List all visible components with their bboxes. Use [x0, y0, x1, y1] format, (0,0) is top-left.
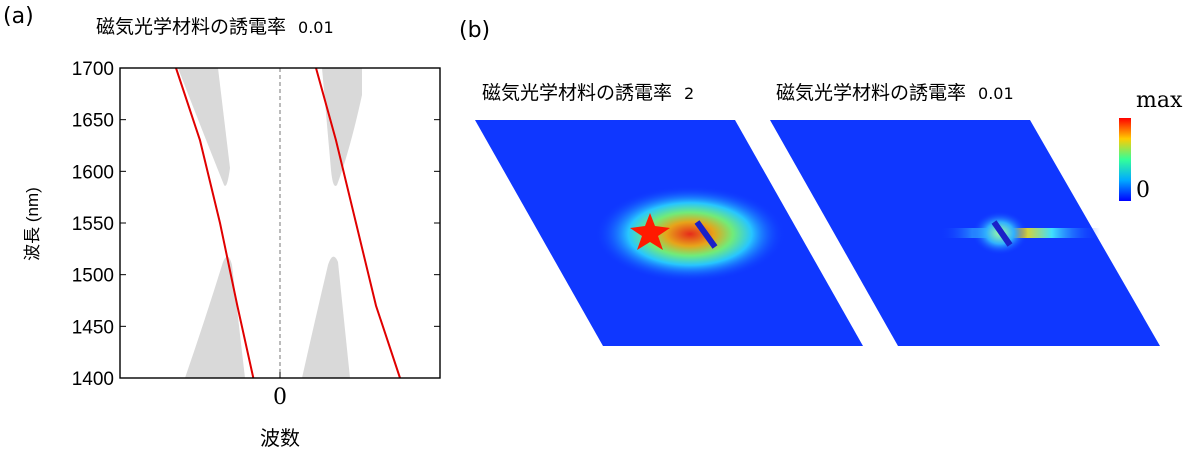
panel-a-title: 磁気光学材料の誘電率 0.01 — [96, 12, 334, 39]
field-map-left — [475, 120, 863, 346]
x-tick-label-0: 0 — [273, 385, 287, 410]
edge-state-line-1 — [175, 67, 255, 379]
panel-b-left-title: 磁気光学材料の誘電率 2 — [482, 78, 694, 105]
field-map-right — [770, 120, 1160, 346]
panel-b-label: (b) — [459, 18, 491, 43]
colorbar — [1119, 118, 1131, 201]
x-axis-label: 波数 — [260, 427, 300, 450]
y-tick-label: 1450 — [72, 317, 114, 338]
band-lower-left — [185, 256, 245, 378]
band-upper-left — [178, 68, 230, 186]
panel-a-label: (a) — [3, 4, 34, 29]
panel-a-title-value: 0.01 — [298, 18, 334, 37]
y-tick-label: 1400 — [72, 369, 114, 390]
bulk-bands — [178, 68, 362, 378]
panel-a-title-text: 磁気光学材料の誘電率 — [96, 16, 287, 38]
band-chart: 1400 1450 1500 1550 1600 1650 1700 0 波数 波長 (nm… — [23, 59, 441, 450]
field-map-left-hotspot — [595, 186, 785, 282]
colorbar-max-label: max — [1136, 88, 1183, 113]
y-axis-label: 波長 (nm) — [23, 187, 42, 261]
colorbar-min-label: 0 — [1136, 178, 1150, 203]
field-map-right-defect — [991, 220, 1013, 247]
field-maps — [475, 118, 1160, 346]
y-tick-label: 1700 — [72, 59, 114, 80]
field-map-left-defect — [694, 220, 718, 249]
band-lower-right — [302, 256, 350, 378]
panel-b-left-title-value: 2 — [684, 84, 695, 103]
panel-b-right-title: 磁気光学材料の誘電率 0.01 — [776, 78, 1014, 105]
y-tick-label: 1650 — [72, 111, 114, 132]
source-star — [630, 213, 670, 250]
y-tick-label: 1550 — [72, 214, 114, 235]
y-tick-label: 1600 — [72, 162, 114, 183]
band-upper-right — [322, 68, 362, 186]
panel-b-right-title-text: 磁気光学材料の誘電率 — [776, 82, 967, 104]
y-tick-label: 1500 — [72, 266, 114, 287]
panel-b-right-title-value: 0.01 — [978, 84, 1014, 103]
panel-b-left-title-text: 磁気光学材料の誘電率 — [482, 82, 673, 104]
edge-state-line-2 — [315, 67, 401, 379]
